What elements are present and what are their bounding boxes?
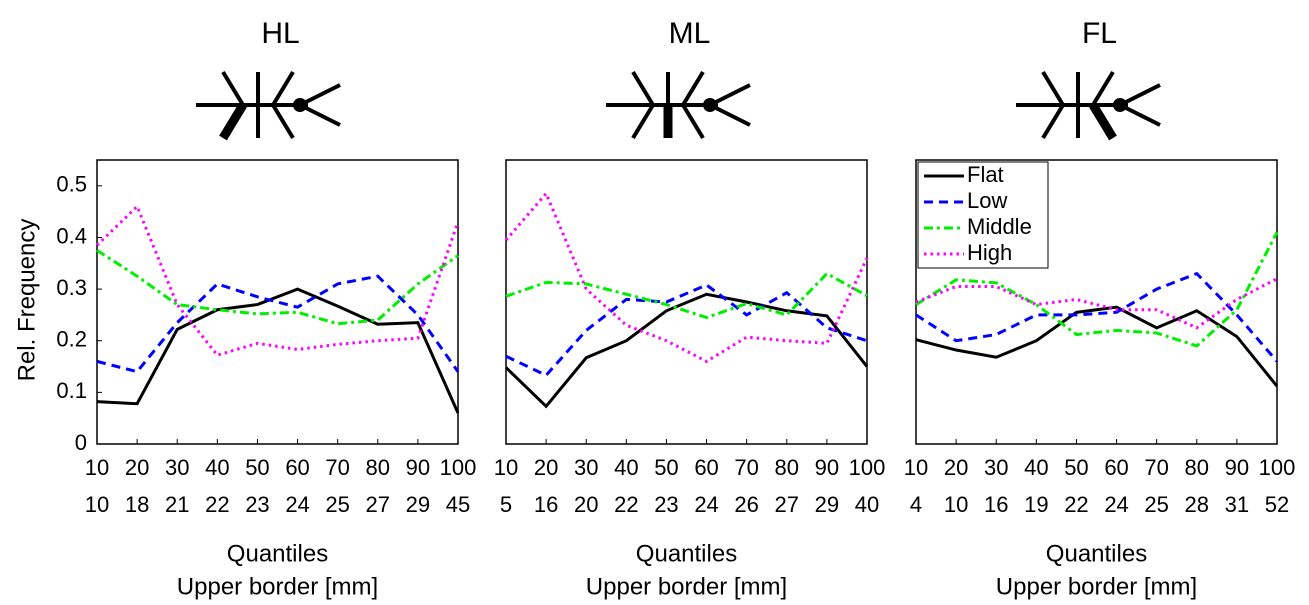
x-tick-label: 80	[775, 455, 799, 480]
x-tick-label: 50	[1064, 455, 1088, 480]
panel-title: ML	[669, 17, 711, 50]
x-tick-label: 20	[944, 455, 968, 480]
legend-label: Low	[967, 188, 1007, 213]
series-line	[505, 271, 868, 320]
plot-frame	[96, 159, 459, 445]
x-tick-label: 70	[1144, 455, 1168, 480]
leg-icon-hl	[196, 70, 341, 141]
panel-title: FL	[1082, 17, 1117, 50]
series-line	[96, 287, 460, 414]
y-axis-label: Rel. Frequency	[13, 219, 40, 382]
y-tick-label: 0	[75, 430, 87, 455]
x-tick-label-2: 52	[1265, 492, 1289, 517]
x-tick-label-2: 28	[1185, 492, 1209, 517]
x-tick-label-2: 45	[446, 492, 470, 517]
x-tick-label: 30	[574, 455, 598, 480]
y-tick-label: 0.2	[56, 327, 87, 352]
x-tick-label: 80	[1185, 455, 1209, 480]
x-tick-label-2: 29	[815, 492, 839, 517]
leg-icon-ml	[606, 70, 751, 140]
series-line	[96, 249, 459, 326]
x-tick-label-2: 10	[85, 492, 109, 517]
x-tick-label-2: 22	[614, 492, 638, 517]
x-tick-label-2: 29	[406, 492, 430, 517]
legend-box	[917, 161, 1049, 269]
x-axis-label: Quantiles	[227, 540, 328, 567]
plot-frame	[505, 159, 868, 445]
x-tick-label-2: 27	[775, 492, 799, 517]
y-tick-label: 0.3	[56, 275, 87, 300]
x-tick-label-2: 25	[1144, 492, 1168, 517]
x-tick-label-2: 23	[245, 492, 269, 517]
x-tick-label: 60	[694, 455, 718, 480]
series-line	[504, 190, 869, 364]
x-tick-label-2: 20	[574, 492, 598, 517]
x-tick-label-2: 4	[910, 492, 922, 517]
x-tick-label: 50	[654, 455, 678, 480]
legend-label: Middle	[967, 214, 1032, 239]
y-tick-label: 0.5	[56, 172, 87, 197]
x-tick-label: 50	[245, 455, 269, 480]
x-tick-label: 10	[904, 455, 928, 480]
legend-label: High	[967, 240, 1012, 265]
x-tick-label-2: 22	[205, 492, 229, 517]
x-tick-label: 90	[1225, 455, 1249, 480]
x-tick-label: 60	[285, 455, 309, 480]
x-tick-label: 100	[849, 455, 886, 480]
x-tick-label-2: 16	[984, 492, 1008, 517]
x-tick-label: 100	[1259, 455, 1296, 480]
x-tick-label: 90	[406, 455, 430, 480]
x-axis-label-2: Upper border [mm]	[996, 573, 1197, 600]
x-tick-label: 40	[205, 455, 229, 480]
x-tick-label-2: 5	[500, 492, 512, 517]
leg-icon-fl	[1016, 70, 1161, 141]
x-axis-label: Quantiles	[636, 540, 737, 567]
x-tick-label-2: 24	[285, 492, 309, 517]
x-tick-label: 90	[815, 455, 839, 480]
series-line	[915, 305, 1279, 388]
x-tick-label-2: 31	[1225, 492, 1249, 517]
series-line	[95, 203, 460, 357]
y-tick-label: 0.1	[56, 378, 87, 403]
legend-label: Flat	[967, 162, 1004, 187]
panel-title: HL	[261, 17, 299, 50]
x-tick-label-2: 22	[1064, 492, 1088, 517]
x-tick-label-2: 24	[1104, 492, 1128, 517]
x-axis-label-2: Upper border [mm]	[177, 573, 378, 600]
x-tick-label: 40	[1024, 455, 1048, 480]
x-tick-label: 60	[1104, 455, 1128, 480]
x-tick-label: 100	[440, 455, 477, 480]
x-tick-label: 30	[984, 455, 1008, 480]
x-tick-label-2: 23	[654, 492, 678, 517]
series-line	[915, 231, 1279, 348]
x-tick-label-2: 16	[534, 492, 558, 517]
x-tick-label-2: 10	[944, 492, 968, 517]
x-tick-label: 40	[614, 455, 638, 480]
y-tick-label: 0.4	[56, 223, 87, 248]
x-tick-label: 80	[366, 455, 390, 480]
series-line	[504, 292, 869, 409]
x-tick-label-2: 40	[855, 492, 879, 517]
x-tick-label-2: 19	[1024, 492, 1048, 517]
series-line	[915, 271, 1279, 363]
x-tick-label-2: 18	[125, 492, 149, 517]
x-tick-label-2: 25	[325, 492, 349, 517]
x-tick-label: 10	[85, 455, 109, 480]
x-tick-label-2: 26	[734, 492, 758, 517]
x-tick-label-2: 24	[694, 492, 718, 517]
x-tick-label: 70	[325, 455, 349, 480]
x-tick-label: 10	[494, 455, 518, 480]
x-tick-label: 30	[165, 455, 189, 480]
x-tick-label: 20	[534, 455, 558, 480]
x-axis-label: Quantiles	[1046, 540, 1147, 567]
series-line	[505, 283, 868, 378]
x-tick-label: 70	[734, 455, 758, 480]
x-tick-label-2: 27	[366, 492, 390, 517]
x-tick-label: 20	[125, 455, 149, 480]
x-tick-label-2: 21	[165, 492, 189, 517]
x-axis-label-2: Upper border [mm]	[586, 573, 787, 600]
